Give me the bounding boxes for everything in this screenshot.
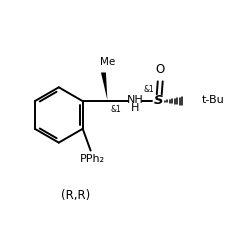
Text: NH: NH [127,95,144,105]
Text: t-Bu: t-Bu [202,95,225,105]
Text: H: H [131,103,139,113]
Text: PPh₂: PPh₂ [80,155,105,164]
Polygon shape [101,72,107,100]
Text: (R,R): (R,R) [61,189,90,202]
Text: &1: &1 [110,105,121,114]
Text: O: O [155,63,164,76]
Text: S: S [154,94,164,107]
Text: &1: &1 [144,85,154,94]
Text: Me: Me [100,56,115,67]
